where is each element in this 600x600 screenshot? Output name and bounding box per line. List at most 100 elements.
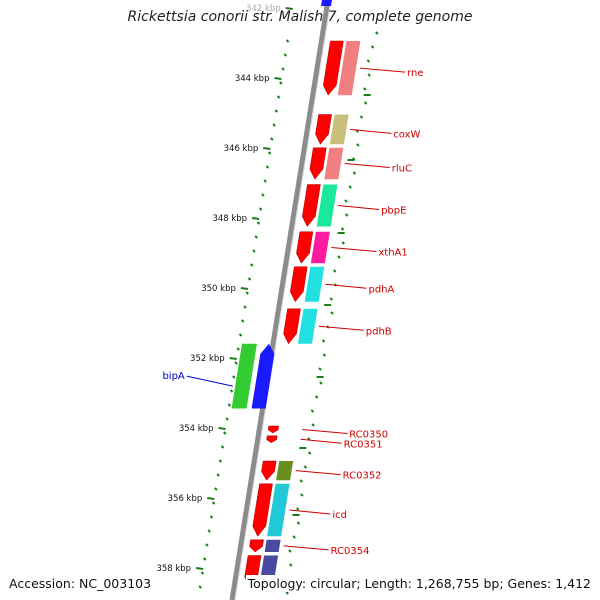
gc-dot — [356, 143, 360, 147]
ruler-tick-label: 342 kbp — [246, 4, 281, 14]
ruler-tick-label: 346 kbp — [224, 144, 259, 154]
gc-dot — [348, 185, 352, 189]
gc-dot — [236, 347, 240, 351]
cog-block — [267, 483, 290, 537]
leader-line — [186, 375, 233, 387]
gene-label: rluC — [392, 164, 412, 175]
gc-dot — [363, 87, 367, 91]
gene-label: bipA — [162, 371, 184, 382]
gc-dot — [227, 403, 232, 407]
backbone-line — [229, 0, 331, 600]
cog-block — [310, 231, 330, 264]
map-title: Rickettsia conorii str. Malish 7, comple… — [127, 9, 473, 25]
gc-dot — [225, 417, 229, 421]
gc-dot — [207, 529, 211, 533]
gc-dot — [202, 557, 207, 561]
genome-backbone — [229, 0, 332, 600]
gene-label: xthA1 — [378, 248, 407, 259]
gc-dot — [211, 501, 216, 505]
gc-dot — [344, 199, 348, 203]
ruler-tick-label: 348 kbp — [212, 214, 247, 224]
leader-line — [344, 163, 390, 168]
gc-dot — [370, 45, 375, 49]
ruler-tick — [195, 567, 204, 570]
gc-dot — [250, 263, 254, 267]
ruler-tick-label: 358 kbp — [156, 564, 191, 574]
gc-dot — [352, 171, 357, 175]
cog-block — [324, 147, 344, 180]
cds-arrow — [261, 460, 277, 481]
gc-dot — [220, 445, 225, 449]
gc-dot — [288, 549, 292, 553]
cog-block — [264, 539, 281, 552]
cog-block — [337, 41, 361, 96]
leader-line — [331, 247, 377, 252]
gc-dot — [270, 137, 274, 141]
gene-label: RC0352 — [343, 471, 382, 482]
cds-arrow — [251, 343, 275, 409]
gc-dot — [205, 543, 209, 547]
gc-dot — [345, 213, 349, 217]
gc-dot — [218, 459, 223, 463]
gene-labels: rnecoxWrluCpbpExthA1pdhApdhBbipARC0350RC… — [162, 67, 423, 557]
gc-dot — [216, 473, 220, 477]
cog-track — [231, 41, 361, 587]
cds-arrow — [249, 539, 264, 553]
ruler-tick — [229, 357, 237, 360]
cog-block — [316, 184, 338, 227]
gc-skew-track — [198, 31, 379, 595]
kbp-ruler: 342 kbp 344 kbp 346 kbp 348 kbp 350 kbp 352 k… — [156, 4, 293, 574]
gc-dot — [296, 521, 301, 525]
gc-dot — [311, 423, 315, 427]
gc-dot — [256, 221, 261, 225]
ruler-tick — [251, 217, 260, 220]
cds-arrow — [290, 266, 308, 303]
gc-dot — [238, 333, 243, 337]
gene-label: pdhB — [366, 326, 392, 337]
gene-label: pbpE — [381, 206, 406, 217]
gc-dot — [321, 339, 326, 343]
gc-dot — [258, 207, 263, 211]
gc-dot — [285, 591, 289, 595]
gc-dot — [340, 227, 345, 231]
ruler-tick — [285, 7, 293, 10]
gc-dot — [247, 277, 252, 281]
gene-label: RC0351 — [344, 439, 383, 450]
gc-dot — [314, 395, 319, 399]
gc-dot — [310, 409, 315, 413]
leader-line — [338, 205, 380, 210]
ruler-tick — [218, 427, 226, 430]
gene-label: pdhA — [368, 284, 394, 295]
gc-dot — [366, 59, 371, 63]
cog-block — [276, 461, 294, 481]
backbone-highlight — [234, 0, 332, 600]
gc-dot — [359, 115, 364, 119]
gc-dot — [322, 353, 327, 357]
gc-dot — [263, 179, 267, 183]
gc-dot — [200, 571, 205, 575]
gc-dot — [363, 101, 368, 105]
gc-dot — [198, 585, 202, 589]
cog-block — [304, 266, 325, 302]
ruler-tick — [274, 77, 282, 80]
cds-arrow — [252, 483, 273, 537]
gc-dot — [279, 81, 283, 85]
cds-arrow — [309, 147, 327, 180]
gc-dot — [330, 311, 334, 315]
gc-dot — [245, 291, 249, 295]
ruler-tick — [240, 287, 249, 290]
leader-line — [295, 470, 341, 476]
ruler-tick — [207, 497, 215, 500]
ruler-tick-label: 356 kbp — [168, 494, 203, 504]
gc-dot — [252, 249, 256, 253]
gc-dot — [243, 305, 247, 309]
cds-arrow — [302, 184, 321, 227]
gc-dot — [300, 493, 304, 497]
gc-dot — [261, 193, 265, 197]
cog-block — [329, 114, 349, 145]
gc-dot — [329, 297, 333, 301]
gc-dot — [307, 451, 312, 455]
cds-arrow — [315, 114, 332, 145]
gc-dot — [229, 389, 234, 393]
